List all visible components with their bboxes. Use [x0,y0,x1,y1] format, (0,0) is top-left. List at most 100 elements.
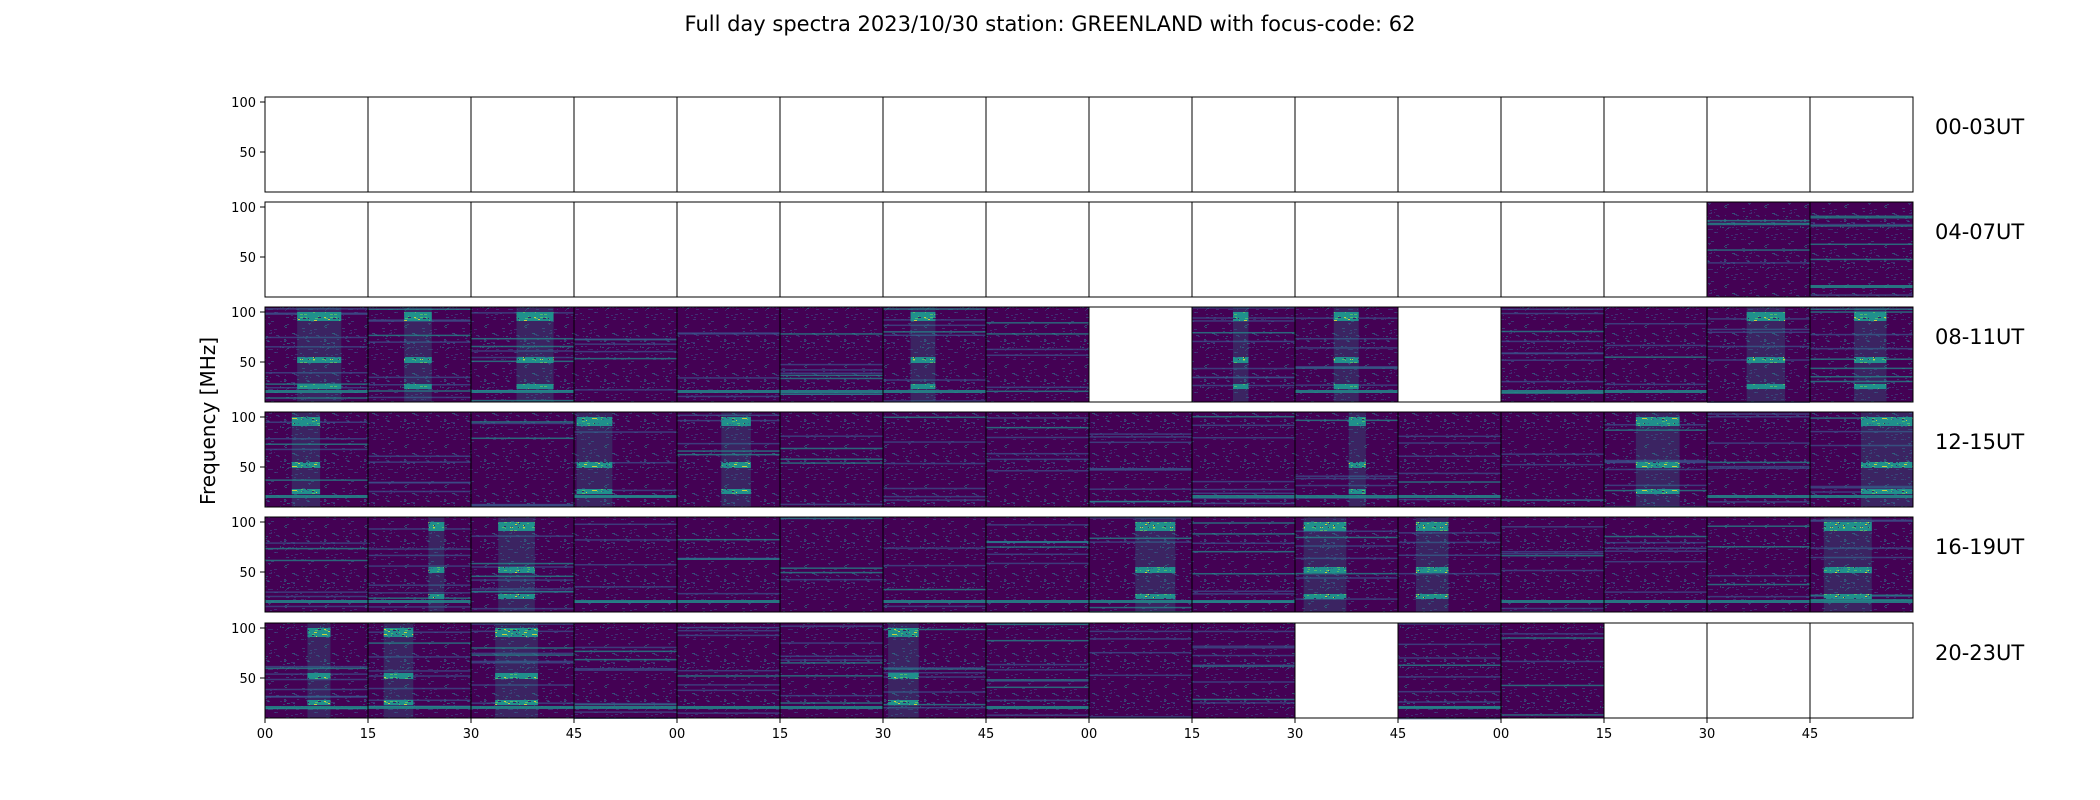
spectrum-panel [1191,96,1296,193]
spectra-row [264,201,1914,298]
row-label: 00-03UT [1935,115,2024,139]
spectrum-panel [1809,96,1914,193]
spectrum-panel [1397,306,1502,403]
y-tick-label: 50 [239,461,256,476]
spectrum-panel [470,306,575,403]
spectrum-panel [1294,201,1399,298]
spectrum-panel [264,201,369,298]
x-tick-label: 30 [463,727,480,742]
spectrum-panel [1088,201,1193,298]
spectrum-panel [470,516,575,613]
spectrum-panel [1191,411,1296,508]
x-tick-label: 45 [566,727,583,742]
spectrum-panel [1191,622,1296,719]
spectrum-panel [470,201,575,298]
y-tick-label: 100 [231,411,256,426]
y-tick-label: 100 [231,622,256,637]
x-tick-label: 00 [669,727,686,742]
spectra-row [264,516,1914,613]
row-label: 08-11UT [1935,325,2024,349]
y-tick-label: 100 [231,306,256,321]
spectrum-panel [985,306,1090,403]
spectrum-panel [779,96,884,193]
spectrum-panel [985,201,1090,298]
row-label: 04-07UT [1935,220,2024,244]
spectrum-panel [1088,411,1193,508]
spectrum-panel [1603,201,1708,298]
spectrum-panel [1191,306,1296,403]
spectrum-panel [985,622,1090,719]
spectrum-panel [1294,96,1399,193]
spectrum-panel [1191,201,1296,298]
spectrum-panel [1706,201,1811,298]
y-tick-label: 50 [239,672,256,687]
spectrum-panel [470,96,575,193]
spectrum-panel [676,516,781,613]
spectrum-panel [1603,516,1708,613]
spectrum-panel [882,516,987,613]
x-tick-label: 45 [978,727,995,742]
spectra-row [264,411,1914,508]
x-tick-label: 45 [1802,727,1819,742]
spectrum-panel [779,306,884,403]
spectrum-panel [676,411,781,508]
y-tick-label: 100 [231,516,256,531]
spectrum-panel [882,96,987,193]
spectrum-panel [1809,516,1914,613]
x-tick-label: 30 [1287,727,1304,742]
spectrum-panel [985,96,1090,193]
spectrum-panel [882,622,987,719]
spectrum-panel [676,201,781,298]
spectrum-panel [264,516,369,613]
spectrum-panel [1603,96,1708,193]
spectrum-panel [264,96,369,193]
spectrum-panel [1603,411,1708,508]
spectrum-panel [1500,306,1605,403]
row-label: 12-15UT [1935,430,2024,454]
spectrum-panel [985,516,1090,613]
spectrum-panel [1603,622,1708,719]
x-tick-label: 15 [360,727,377,742]
y-tick-label: 50 [239,146,256,161]
spectrum-panel [985,411,1090,508]
spectrum-panel [676,306,781,403]
y-tick-label: 100 [231,201,256,216]
spectrum-panel [1294,306,1399,403]
x-tick-label: 30 [1699,727,1716,742]
spectrum-panel [264,411,369,508]
spectrum-panel [367,516,472,613]
spectrum-panel [1088,96,1193,193]
spectrum-panel [264,306,369,403]
y-tick-label: 50 [239,356,256,371]
spectrum-panel [1500,201,1605,298]
spectrum-panel [1809,306,1914,403]
spectrum-panel [1397,411,1502,508]
spectrum-panel [1603,306,1708,403]
spectra-row [264,622,1914,720]
spectrum-panel [367,622,472,719]
spectrum-panel [1397,201,1502,298]
row-label: 16-19UT [1935,535,2024,559]
spectrum-panel [367,411,472,508]
x-tick-label: 15 [772,727,789,742]
spectrum-panel [1706,96,1811,193]
y-tick-label: 100 [231,96,256,111]
spectrum-panel [573,622,678,719]
row-label: 20-23UT [1935,641,2024,665]
spectrum-panel [1809,201,1914,298]
spectrum-panel [367,201,472,298]
spectrum-panel [573,201,678,298]
spectrum-panel [676,96,781,193]
spectrum-panel [470,411,575,508]
spectrum-panel [882,306,987,403]
x-tick-label: 00 [1081,727,1098,742]
x-tick-label: 15 [1184,727,1201,742]
spectrum-panel [470,622,575,719]
spectrum-panel [779,516,884,613]
spectrum-panel [779,622,884,719]
x-tick-label: 15 [1596,727,1613,742]
spectrum-panel [1706,306,1811,403]
spectrum-panel [1706,516,1811,613]
spectrum-panel [1500,516,1605,613]
